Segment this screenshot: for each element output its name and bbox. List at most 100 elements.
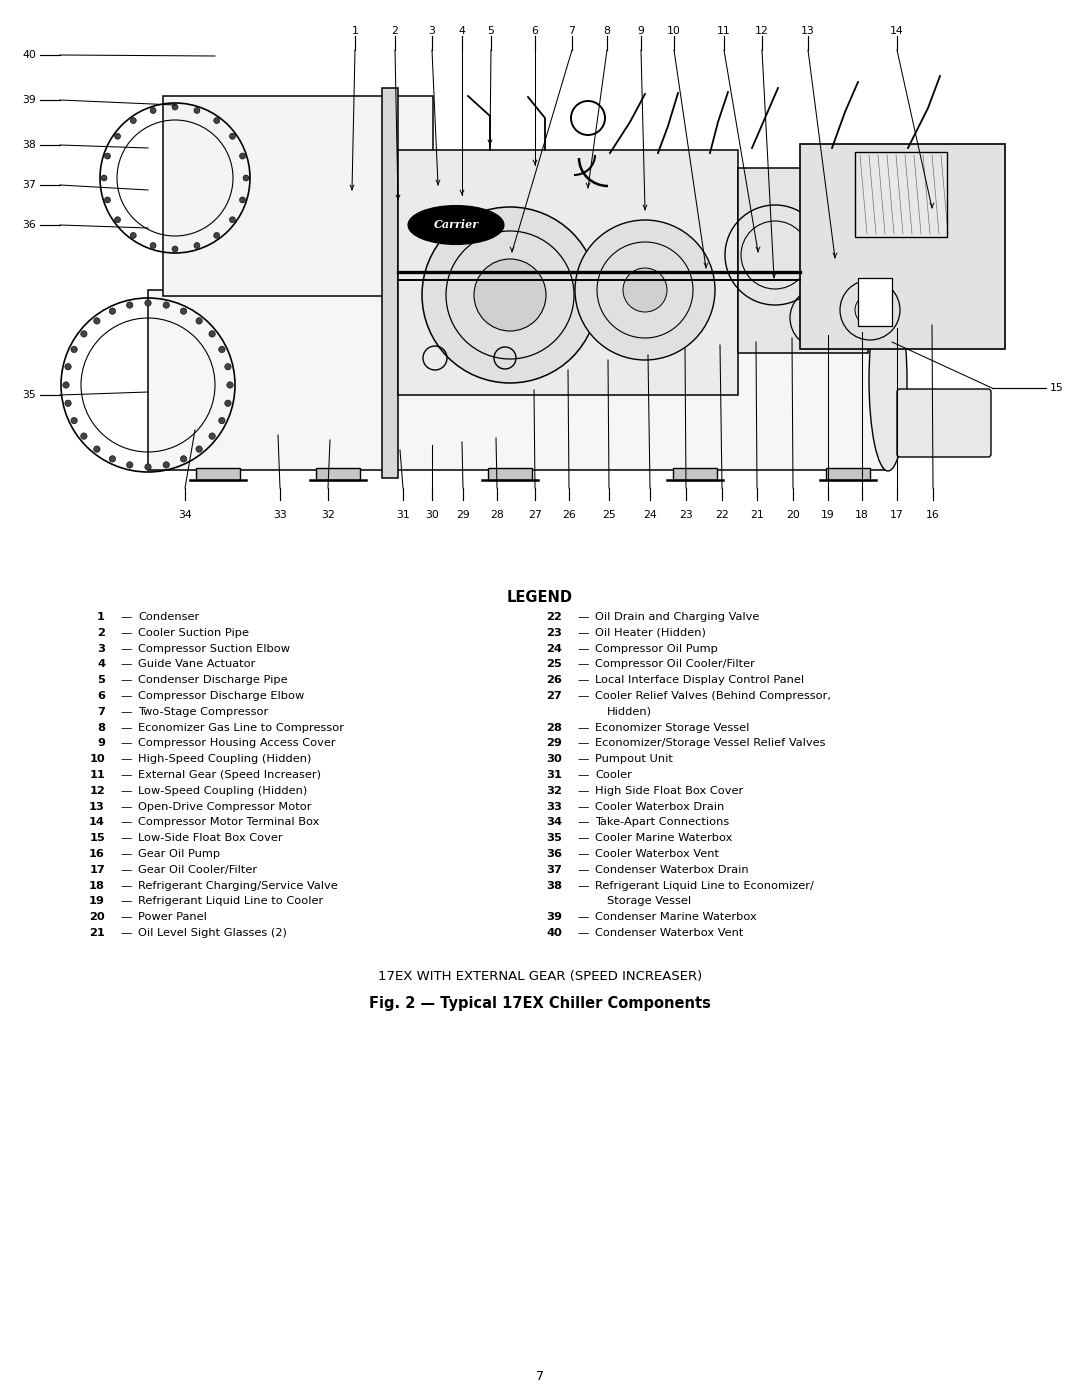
Text: —: — <box>577 802 589 812</box>
Text: Oil Level Sight Glasses (2): Oil Level Sight Glasses (2) <box>138 928 287 937</box>
Text: 32: 32 <box>321 510 335 520</box>
Circle shape <box>172 246 178 251</box>
Text: —: — <box>120 817 132 827</box>
Text: 37: 37 <box>546 865 562 875</box>
Text: 25: 25 <box>546 659 562 669</box>
FancyBboxPatch shape <box>382 88 399 478</box>
Circle shape <box>229 133 235 140</box>
Text: —: — <box>577 612 589 622</box>
Text: External Gear (Speed Increaser): External Gear (Speed Increaser) <box>138 770 321 780</box>
Text: 20: 20 <box>786 510 800 520</box>
Text: 22: 22 <box>546 612 562 622</box>
Text: 40: 40 <box>546 928 562 937</box>
Text: Condenser Waterbox Vent: Condenser Waterbox Vent <box>595 928 743 937</box>
Text: 26: 26 <box>562 510 576 520</box>
FancyBboxPatch shape <box>195 468 240 481</box>
Text: 37: 37 <box>23 180 36 190</box>
Circle shape <box>63 381 69 388</box>
Text: 25: 25 <box>603 510 616 520</box>
Ellipse shape <box>408 205 503 244</box>
Text: 10: 10 <box>90 754 105 764</box>
Circle shape <box>94 446 100 453</box>
Text: 17: 17 <box>890 510 904 520</box>
Text: 27: 27 <box>528 510 542 520</box>
Circle shape <box>243 175 249 182</box>
Text: Refrigerant Liquid Line to Cooler: Refrigerant Liquid Line to Cooler <box>138 897 323 907</box>
Text: 7: 7 <box>536 1370 544 1383</box>
Text: Condenser Marine Waterbox: Condenser Marine Waterbox <box>595 912 757 922</box>
Text: Economizer Gas Line to Compressor: Economizer Gas Line to Compressor <box>138 722 345 732</box>
Text: 8: 8 <box>604 27 610 36</box>
Text: 29: 29 <box>456 510 470 520</box>
FancyBboxPatch shape <box>800 144 1005 349</box>
Circle shape <box>218 346 225 352</box>
Circle shape <box>194 108 200 113</box>
Text: Compressor Suction Elbow: Compressor Suction Elbow <box>138 644 291 654</box>
Text: 11: 11 <box>90 770 105 780</box>
Text: 34: 34 <box>178 510 192 520</box>
Text: —: — <box>120 612 132 622</box>
Ellipse shape <box>869 289 907 471</box>
Text: Cooler Waterbox Drain: Cooler Waterbox Drain <box>595 802 725 812</box>
Circle shape <box>163 302 170 309</box>
FancyBboxPatch shape <box>738 168 868 353</box>
Text: —: — <box>120 928 132 937</box>
Text: 1: 1 <box>97 612 105 622</box>
Text: —: — <box>120 707 132 717</box>
Text: —: — <box>577 785 589 796</box>
Text: —: — <box>577 659 589 669</box>
Text: —: — <box>577 849 589 859</box>
Text: 33: 33 <box>273 510 287 520</box>
Text: 24: 24 <box>546 644 562 654</box>
Text: 32: 32 <box>546 785 562 796</box>
Text: 7: 7 <box>97 707 105 717</box>
Text: High Side Float Box Cover: High Side Float Box Cover <box>595 785 743 796</box>
Circle shape <box>65 400 71 407</box>
Text: Compressor Motor Terminal Box: Compressor Motor Terminal Box <box>138 817 320 827</box>
Circle shape <box>71 346 78 352</box>
Text: Guide Vane Actuator: Guide Vane Actuator <box>138 659 255 669</box>
Text: —: — <box>577 912 589 922</box>
Text: Cooler Marine Waterbox: Cooler Marine Waterbox <box>595 833 732 844</box>
Circle shape <box>195 317 202 324</box>
Text: 30: 30 <box>546 754 562 764</box>
Text: 15: 15 <box>90 833 105 844</box>
Text: 13: 13 <box>801 27 815 36</box>
Circle shape <box>225 363 231 370</box>
Text: 7: 7 <box>568 27 576 36</box>
Text: Cooler Waterbox Vent: Cooler Waterbox Vent <box>595 849 719 859</box>
Text: 36: 36 <box>546 849 562 859</box>
Text: 34: 34 <box>546 817 562 827</box>
Text: 27: 27 <box>546 692 562 701</box>
Text: 2: 2 <box>392 27 399 36</box>
Circle shape <box>71 418 78 423</box>
Text: —: — <box>120 833 132 844</box>
Circle shape <box>145 464 151 471</box>
Text: Cooler: Cooler <box>595 770 632 780</box>
Text: 19: 19 <box>90 897 105 907</box>
Circle shape <box>114 133 121 140</box>
Circle shape <box>180 307 187 314</box>
Text: 16: 16 <box>927 510 940 520</box>
Text: 29: 29 <box>546 739 562 749</box>
Text: —: — <box>120 722 132 732</box>
Circle shape <box>150 108 156 113</box>
Circle shape <box>623 268 667 312</box>
Text: 11: 11 <box>717 27 731 36</box>
Text: —: — <box>120 802 132 812</box>
Text: Compressor Oil Pump: Compressor Oil Pump <box>595 644 718 654</box>
Text: Compressor Oil Cooler/Filter: Compressor Oil Cooler/Filter <box>595 659 755 669</box>
Text: 5: 5 <box>97 675 105 685</box>
Text: —: — <box>577 627 589 638</box>
Text: 17: 17 <box>90 865 105 875</box>
Circle shape <box>109 455 116 462</box>
Text: —: — <box>577 880 589 891</box>
FancyBboxPatch shape <box>855 152 947 237</box>
Text: Oil Drain and Charging Valve: Oil Drain and Charging Valve <box>595 612 759 622</box>
FancyBboxPatch shape <box>897 388 991 457</box>
FancyBboxPatch shape <box>826 468 870 481</box>
Text: —: — <box>577 754 589 764</box>
Circle shape <box>105 154 110 159</box>
Text: 2: 2 <box>97 627 105 638</box>
Text: Refrigerant Charging/Service Valve: Refrigerant Charging/Service Valve <box>138 880 338 891</box>
